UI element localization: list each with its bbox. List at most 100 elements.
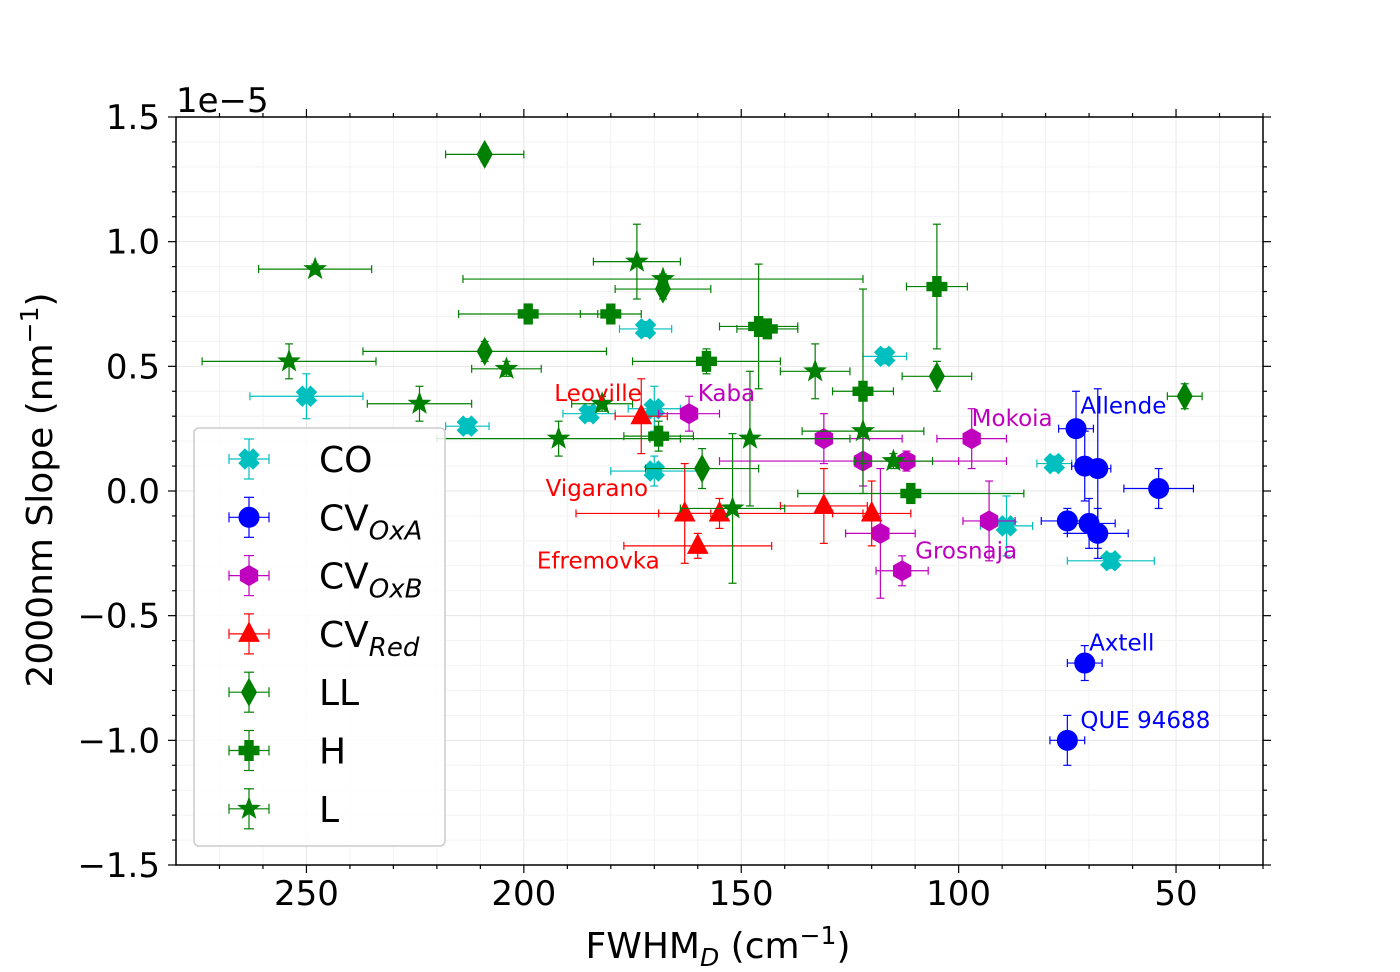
x-axis-label-sup: −1 (800, 921, 837, 950)
annotation-layer: Leoville Kaba Vigarano Efremovka Mokoia Allen… (537, 381, 1210, 734)
data-point-l (407, 391, 432, 414)
series-co (249, 318, 1155, 572)
x-tick-label: 50 (1154, 874, 1197, 914)
x-tick-label: 100 (926, 874, 991, 914)
data-point-co (1100, 550, 1122, 572)
series-h (458, 223, 1025, 505)
data-point-cv-oxb (892, 560, 912, 582)
legend-label-ll: LL (319, 673, 359, 714)
data-point-co (643, 460, 666, 482)
data-point-h (517, 303, 539, 325)
legend-label-main: CV (319, 498, 369, 539)
data-point-cv-oxa (1074, 652, 1096, 674)
data-point-l (738, 426, 762, 449)
legend-item-l: L (228, 788, 339, 831)
data-point-l (303, 256, 328, 280)
series-l (201, 223, 934, 584)
y-tick-label: −1.0 (77, 721, 160, 761)
annotation-que-94688: QUE 94688 (1080, 708, 1210, 734)
data-point-cv-red (673, 500, 696, 522)
x-axis-label-unit: (cm (719, 926, 799, 967)
legend-item-ll: LL (228, 671, 359, 714)
series-ll (362, 139, 1203, 490)
legend-box (193, 427, 446, 847)
legend-marker-ll (240, 677, 258, 707)
legend-label-main: L (319, 790, 339, 831)
y-tick-label: 1.5 (106, 98, 160, 138)
y-axis-label-sup: −1 (15, 306, 44, 343)
annotation-mokoia: Mokoia (972, 406, 1053, 432)
data-point-l (851, 418, 875, 442)
legend-label-main: CV (319, 557, 369, 598)
legend-label-sub: Red (369, 633, 420, 663)
legend-item-h: H (228, 729, 346, 773)
annotation-axtell: Axtell (1089, 631, 1154, 657)
data-point-l (720, 495, 745, 519)
data-point-l (277, 348, 301, 372)
annotation-efremovka: Efremovka (537, 548, 660, 574)
legend-label-main: CV (319, 615, 369, 656)
legend-label-sub: OxB (369, 575, 423, 605)
data-point-ll (476, 139, 493, 169)
data-point-co (456, 415, 479, 437)
data-point-l (881, 448, 906, 472)
series-cv-red (575, 378, 912, 564)
legend-marker-cv-oxa (238, 506, 260, 528)
legend-label-main: CO (319, 440, 372, 481)
legend-item-cv-red: CVRed (228, 613, 420, 663)
y-tick-label: 0.5 (106, 347, 160, 387)
grid-layer (176, 116, 1264, 866)
x-tick-label: 150 (709, 874, 774, 914)
data-point-l (803, 358, 828, 382)
data-point-l (625, 249, 649, 272)
y-tick-label: 0.0 (106, 472, 160, 512)
data-point-l (494, 356, 519, 379)
data-point-h (600, 303, 622, 325)
data-point-l (651, 266, 675, 290)
x-tick-label: 200 (491, 874, 556, 914)
data-point-l (546, 426, 571, 449)
data-point-cv-oxa (1056, 510, 1078, 532)
annotation-allende: Allende (1080, 394, 1166, 420)
legend-label-cv-oxa: CVOxA (319, 498, 422, 546)
y-tick-label: −1.5 (77, 846, 160, 886)
data-point-cv-oxa (1065, 418, 1087, 440)
legend-marker-co (238, 448, 260, 470)
data-point-cv-oxb (871, 522, 890, 544)
legend-label-sub: OxA (369, 516, 423, 546)
x-axis-label-main: FWHM (586, 926, 700, 967)
data-point-h (695, 350, 717, 372)
data-point-cv-oxa (1087, 458, 1109, 480)
annotation-kaba: Kaba (698, 381, 755, 407)
data-point-cv-red (708, 500, 731, 522)
y-axis-label: 2000nm Slope (nm−1) (15, 292, 61, 687)
data-point-ll (1176, 381, 1193, 411)
data-point-l (590, 391, 614, 414)
legend-item-co: CO (228, 438, 372, 481)
x-axis-label-sub: D (700, 943, 719, 972)
annotation-grosnaja: Grosnaja (915, 538, 1017, 564)
data-point-co (1043, 452, 1066, 475)
data-point-ll (694, 454, 711, 484)
legend-marker-cv-oxb (239, 565, 259, 587)
y-offset-text: 1e−5 (176, 81, 269, 121)
data-point-ll (476, 336, 493, 366)
y-axis-label-close: ) (20, 292, 61, 306)
data-point-co (295, 385, 318, 407)
legend-label-cv-red: CVRed (319, 615, 420, 663)
legend-label-main: LL (319, 673, 359, 714)
legend-marker-cv-red (238, 621, 260, 642)
legend-label-l: L (319, 790, 339, 831)
data-point-cv-oxb (979, 510, 999, 532)
data-point-h (852, 380, 874, 402)
data-point-cv-oxa (1056, 729, 1078, 751)
legend-label-h: H (319, 732, 346, 773)
data-point-cv-red (860, 500, 883, 522)
data-point-h (926, 276, 948, 298)
legend-label-main: H (319, 732, 346, 773)
data-point-h (648, 425, 670, 447)
legend-marker-l (237, 796, 261, 819)
